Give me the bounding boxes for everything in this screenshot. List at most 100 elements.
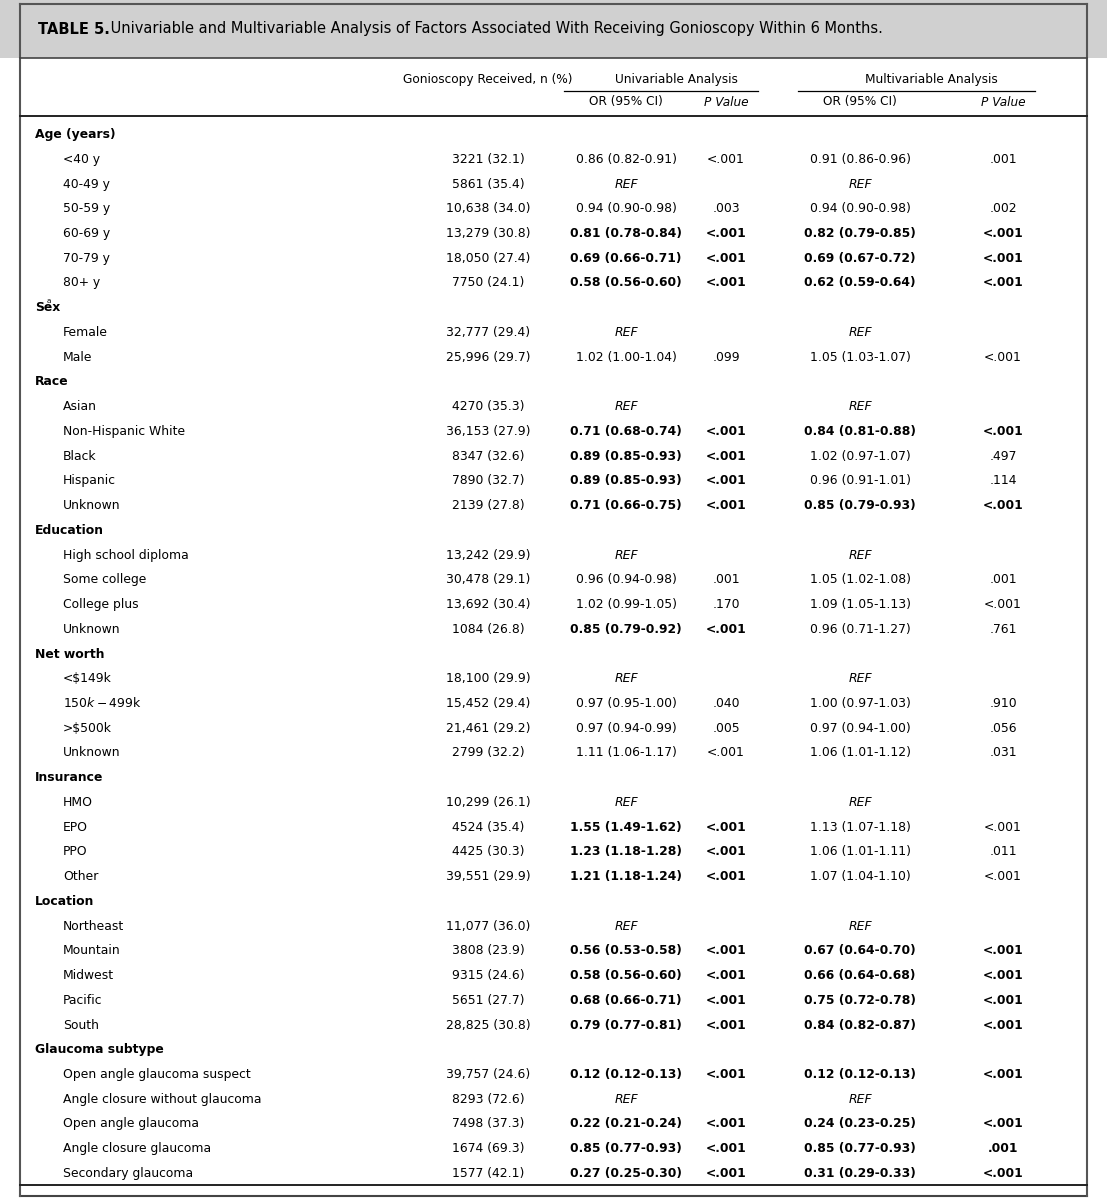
Text: 0.69 (0.66-0.71): 0.69 (0.66-0.71): [570, 252, 682, 265]
Text: <.001: <.001: [705, 276, 746, 289]
Text: Univariable and Multivariable Analysis of Factors Associated With Receiving Goni: Univariable and Multivariable Analysis o…: [106, 22, 883, 36]
Text: 0.97 (0.95-1.00): 0.97 (0.95-1.00): [576, 697, 676, 710]
Text: <.001: <.001: [983, 252, 1023, 265]
Text: <.001: <.001: [983, 425, 1023, 438]
Text: 1.00 (0.97-1.03): 1.00 (0.97-1.03): [809, 697, 910, 710]
Text: >$500k: >$500k: [63, 721, 112, 734]
Text: 0.91 (0.86-0.96): 0.91 (0.86-0.96): [809, 152, 910, 166]
Text: 7890 (32.7): 7890 (32.7): [452, 474, 525, 487]
Text: 4425 (30.3): 4425 (30.3): [452, 845, 525, 858]
Text: 40-49 y: 40-49 y: [63, 178, 110, 191]
Text: 0.89 (0.85-0.93): 0.89 (0.85-0.93): [570, 450, 682, 463]
Text: 8347 (32.6): 8347 (32.6): [452, 450, 525, 463]
Text: 5651 (27.7): 5651 (27.7): [452, 994, 525, 1007]
Text: South: South: [63, 1019, 99, 1032]
Text: Pacific: Pacific: [63, 994, 103, 1007]
Text: Glaucoma subtype: Glaucoma subtype: [35, 1043, 164, 1056]
Text: 8293 (72.6): 8293 (72.6): [452, 1093, 525, 1105]
Text: Male: Male: [63, 350, 93, 364]
Text: .001: .001: [990, 574, 1017, 587]
Text: 0.31 (0.29-0.33): 0.31 (0.29-0.33): [804, 1166, 915, 1180]
Text: .170: .170: [712, 598, 739, 611]
Text: .031: .031: [990, 746, 1017, 760]
Text: .910: .910: [990, 697, 1017, 710]
Text: Unknown: Unknown: [63, 746, 121, 760]
Text: <.001: <.001: [705, 1166, 746, 1180]
Text: <.001: <.001: [705, 994, 746, 1007]
Text: .011: .011: [990, 845, 1017, 858]
Text: <.001: <.001: [984, 598, 1022, 611]
Text: 0.62 (0.59-0.64): 0.62 (0.59-0.64): [804, 276, 915, 289]
Text: <.001: <.001: [705, 474, 746, 487]
Text: Unknown: Unknown: [63, 499, 121, 512]
Text: <.001: <.001: [983, 1117, 1023, 1130]
Text: 0.27 (0.25-0.30): 0.27 (0.25-0.30): [570, 1166, 682, 1180]
Text: 1.05 (1.02-1.08): 1.05 (1.02-1.08): [809, 574, 910, 587]
Text: 13,279 (30.8): 13,279 (30.8): [446, 227, 530, 240]
Text: 0.85 (0.79-0.92): 0.85 (0.79-0.92): [570, 623, 682, 636]
Text: 0.79 (0.77-0.81): 0.79 (0.77-0.81): [570, 1019, 682, 1032]
Text: 3808 (23.9): 3808 (23.9): [452, 944, 525, 958]
Text: <.001: <.001: [983, 227, 1023, 240]
Text: <.001: <.001: [707, 152, 745, 166]
Text: 9315 (24.6): 9315 (24.6): [452, 970, 525, 982]
Text: <.001: <.001: [707, 746, 745, 760]
Text: EPO: EPO: [63, 821, 87, 834]
Text: 1.23 (1.18-1.28): 1.23 (1.18-1.28): [570, 845, 682, 858]
Text: REF: REF: [614, 548, 638, 562]
Text: <.001: <.001: [983, 994, 1023, 1007]
Text: 1.05 (1.03-1.07): 1.05 (1.03-1.07): [809, 350, 910, 364]
Text: 25,996 (29.7): 25,996 (29.7): [446, 350, 530, 364]
Text: REF: REF: [848, 400, 872, 413]
Text: <.001: <.001: [984, 870, 1022, 883]
Text: .040: .040: [712, 697, 739, 710]
Text: Multivariable Analysis: Multivariable Analysis: [866, 73, 997, 86]
Text: 10,299 (26.1): 10,299 (26.1): [446, 796, 530, 809]
Text: 1.07 (1.04-1.10): 1.07 (1.04-1.10): [809, 870, 910, 883]
Text: 1.06 (1.01-1.11): 1.06 (1.01-1.11): [809, 845, 910, 858]
Text: <.001: <.001: [983, 1019, 1023, 1032]
Text: 1.02 (0.97-1.07): 1.02 (0.97-1.07): [809, 450, 910, 463]
Text: P Value: P Value: [981, 96, 1025, 108]
Text: 28,825 (30.8): 28,825 (30.8): [446, 1019, 530, 1032]
Text: 0.24 (0.23-0.25): 0.24 (0.23-0.25): [804, 1117, 915, 1130]
Text: Education: Education: [35, 524, 104, 536]
Text: 70-79 y: 70-79 y: [63, 252, 110, 265]
Text: REF: REF: [614, 1093, 638, 1105]
Text: $150k-$499k: $150k-$499k: [63, 696, 142, 710]
Text: REF: REF: [848, 672, 872, 685]
Text: Sex: Sex: [35, 301, 60, 314]
Text: .001: .001: [990, 152, 1017, 166]
Text: 0.71 (0.66-0.75): 0.71 (0.66-0.75): [570, 499, 682, 512]
Text: <$149k: <$149k: [63, 672, 112, 685]
Text: .761: .761: [990, 623, 1016, 636]
Text: REF: REF: [848, 178, 872, 191]
Text: 60-69 y: 60-69 y: [63, 227, 111, 240]
Text: 1.06 (1.01-1.12): 1.06 (1.01-1.12): [809, 746, 910, 760]
Text: 39,551 (29.9): 39,551 (29.9): [446, 870, 530, 883]
Text: 0.96 (0.71-1.27): 0.96 (0.71-1.27): [809, 623, 910, 636]
Text: <.001: <.001: [705, 1019, 746, 1032]
Text: 1674 (69.3): 1674 (69.3): [452, 1142, 525, 1156]
Text: <.001: <.001: [705, 821, 746, 834]
Text: 21,461 (29.2): 21,461 (29.2): [446, 721, 530, 734]
Text: 0.67 (0.64-0.70): 0.67 (0.64-0.70): [804, 944, 915, 958]
Text: <.001: <.001: [705, 970, 746, 982]
Text: Northeast: Northeast: [63, 919, 124, 932]
Text: REF: REF: [848, 796, 872, 809]
Text: 1577 (42.1): 1577 (42.1): [452, 1166, 525, 1180]
Text: Insurance: Insurance: [35, 772, 103, 784]
Text: .002: .002: [990, 203, 1017, 215]
Text: REF: REF: [848, 1093, 872, 1105]
Text: REF: REF: [614, 796, 638, 809]
Text: Black: Black: [63, 450, 96, 463]
Bar: [0, 0, 1107, 58]
Text: 1.09 (1.05-1.13): 1.09 (1.05-1.13): [809, 598, 910, 611]
Text: 0.12 (0.12-0.13): 0.12 (0.12-0.13): [570, 1068, 682, 1081]
Text: 0.96 (0.91-1.01): 0.96 (0.91-1.01): [809, 474, 910, 487]
Text: 36,153 (27.9): 36,153 (27.9): [446, 425, 530, 438]
Text: Secondary glaucoma: Secondary glaucoma: [63, 1166, 193, 1180]
Text: <.001: <.001: [705, 845, 746, 858]
Text: 18,100 (29.9): 18,100 (29.9): [446, 672, 530, 685]
Text: Female: Female: [63, 326, 108, 338]
